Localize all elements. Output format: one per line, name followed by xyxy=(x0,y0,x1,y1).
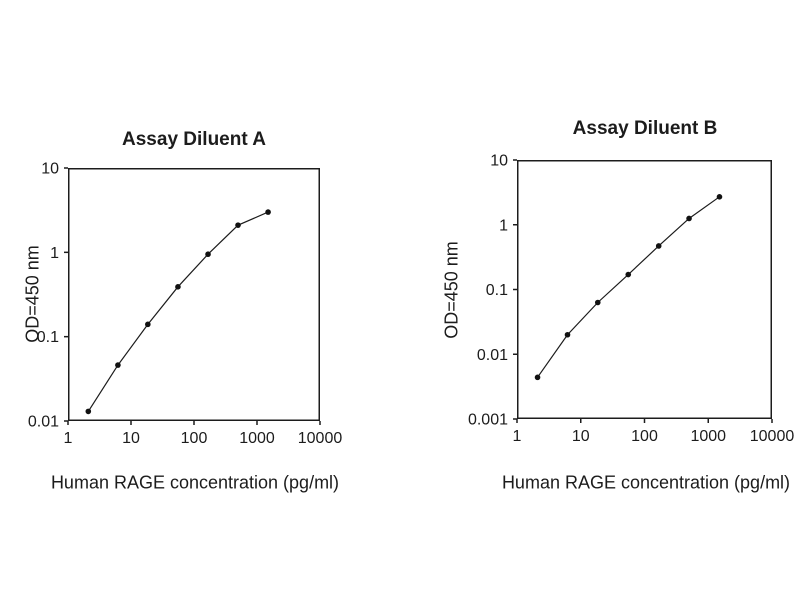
y-tick-label: 10 xyxy=(490,153,508,170)
x-tick-label: 10000 xyxy=(298,430,343,447)
data-point xyxy=(686,215,692,222)
y-tick-label: 10 xyxy=(41,161,59,178)
data-point xyxy=(265,209,271,215)
x-tick-label: 1000 xyxy=(239,430,275,447)
curve-line xyxy=(537,196,720,378)
x-axis-label: Human RAGE concentration (pg/ml) xyxy=(501,472,791,493)
chart-title: Assay Diluent A xyxy=(122,128,266,150)
x-tick-label: 10 xyxy=(122,430,140,447)
x-tick-label: 100 xyxy=(631,428,658,445)
data-point xyxy=(235,222,241,228)
y-axis-label: OD=450 nm xyxy=(441,241,462,339)
data-point xyxy=(594,299,601,306)
plot-border xyxy=(517,160,772,419)
data-point xyxy=(564,331,571,338)
x-tick-label: 100 xyxy=(181,430,208,447)
data-point xyxy=(534,374,541,381)
data-point xyxy=(716,194,723,200)
plot-border xyxy=(68,168,320,421)
y-tick-label: 1 xyxy=(499,217,508,234)
y-tick-label: 1 xyxy=(50,245,59,262)
y-tick-label: 0.01 xyxy=(28,414,59,431)
y-axis-label: OD=450 nm xyxy=(22,245,43,343)
curve-line xyxy=(87,211,269,412)
data-point xyxy=(205,251,211,258)
y-tick-label: 0.1 xyxy=(37,329,59,346)
data-point xyxy=(175,284,181,290)
data-point xyxy=(655,243,662,249)
y-tick-label: 0.1 xyxy=(486,282,508,299)
data-point xyxy=(115,362,121,368)
x-tick-label: 10000 xyxy=(750,428,795,445)
x-tick-label: 1000 xyxy=(690,428,726,445)
y-tick-label: 0.01 xyxy=(477,347,508,364)
plot-area: 1 10 100 1000 10000 10 1 0.1 0.01 xyxy=(28,161,342,448)
data-point xyxy=(625,271,632,278)
y-tick-label: 0.001 xyxy=(468,412,508,429)
x-axis-label: Human RAGE concentration (pg/ml) xyxy=(50,472,340,493)
x-tick-label: 1 xyxy=(64,430,73,447)
x-tick-label: 1 xyxy=(513,428,522,445)
plot-area: 1 10 100 1000 10000 10 1 0.1 0.01 0.001 xyxy=(468,153,794,446)
data-point xyxy=(85,408,92,415)
chart-title: Assay Diluent B xyxy=(572,117,718,139)
x-tick-label: 10 xyxy=(572,428,590,445)
data-point xyxy=(145,321,151,328)
